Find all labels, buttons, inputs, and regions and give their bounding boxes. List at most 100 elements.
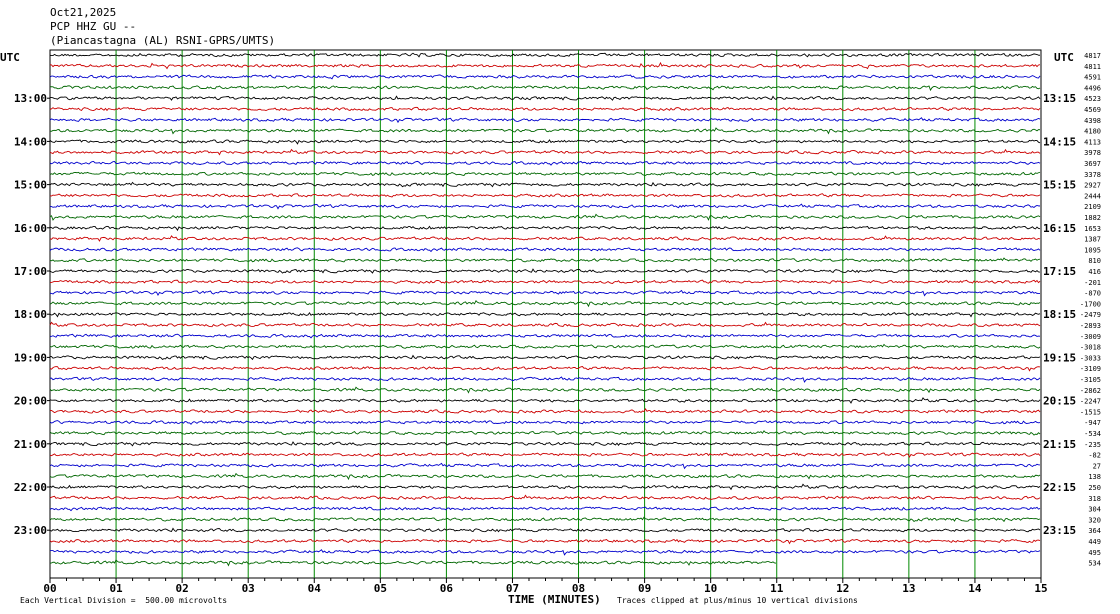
seismic-trace: [49, 235, 1041, 242]
trace-value-label: 4398: [1084, 117, 1101, 125]
trace-value-label: -3009: [1080, 333, 1101, 341]
utc-left-label: UTC: [0, 51, 20, 64]
seismic-trace: [49, 247, 1041, 253]
header-date: Oct21,2025: [50, 6, 117, 19]
trace-value-label: 4113: [1084, 138, 1101, 146]
hour-label-left: 13:00: [14, 92, 47, 105]
trace-value-label: -2893: [1080, 322, 1101, 330]
x-tick-label: 08: [572, 582, 585, 595]
trace-value-label: 3378: [1084, 171, 1101, 179]
x-tick-label: 13: [902, 582, 915, 595]
x-tick-label: 04: [308, 582, 322, 595]
seismic-trace: [49, 420, 1041, 425]
seismic-trace: [49, 117, 1041, 124]
trace-value-label: 4496: [1084, 84, 1101, 92]
trace-value-label: 1095: [1084, 246, 1101, 254]
trace-value-label: 495: [1088, 549, 1101, 557]
trace-value-label: 138: [1088, 473, 1101, 481]
seismic-trace: [49, 300, 1041, 308]
seismic-trace: [49, 441, 1041, 447]
hour-label-right: 17:15: [1043, 265, 1076, 278]
trace-value-label: 304: [1088, 506, 1101, 514]
trace-value-label: 416: [1088, 268, 1101, 276]
trace-value-label: -3109: [1080, 365, 1101, 373]
hour-label-left: 23:00: [14, 524, 47, 537]
seismic-trace: [49, 289, 1041, 297]
trace-value-label: 4591: [1084, 74, 1101, 82]
x-tick-label: 01: [109, 582, 123, 595]
trace-value-label: 1882: [1084, 214, 1101, 222]
x-tick-label: 07: [506, 582, 519, 595]
seismic-trace: [49, 181, 1041, 188]
trace-value-label: 4811: [1084, 63, 1101, 71]
x-axis-title: TIME (MINUTES): [508, 593, 601, 606]
trace-value-label: 2927: [1084, 182, 1101, 190]
trace-value-label: 3697: [1084, 160, 1101, 168]
seismic-trace: [49, 95, 1041, 101]
seismic-trace: [49, 386, 1041, 394]
hour-label-right: 13:15: [1043, 92, 1076, 105]
x-tick-label: 10: [704, 582, 717, 595]
trace-value-label: 1387: [1084, 236, 1101, 244]
trace-value-label: 364: [1088, 527, 1101, 535]
seismic-trace: [49, 516, 1041, 523]
seismic-trace: [49, 549, 1041, 556]
header-location: (Piancastagna (AL) RSNI-GPRS/UMTS): [50, 34, 276, 47]
seismic-trace: [49, 213, 1041, 221]
trace-value-label: 320: [1088, 516, 1101, 524]
seismic-trace: [49, 452, 1041, 458]
trace-value-label: 4569: [1084, 106, 1101, 114]
x-tick-label: 11: [770, 582, 784, 595]
trace-value-label: 4523: [1084, 95, 1101, 103]
seismic-trace: [49, 160, 1041, 166]
trace-value-label: 4180: [1084, 128, 1101, 136]
seismic-trace: [49, 61, 1041, 70]
seismic-trace: [49, 462, 1041, 470]
trace-value-label: 2444: [1084, 192, 1101, 200]
trace-value-label: -201: [1084, 279, 1101, 287]
seismic-trace: [49, 408, 1041, 414]
trace-value-label: -870: [1084, 290, 1101, 298]
seismic-trace: [50, 279, 1041, 284]
seismic-trace: [49, 268, 1041, 274]
trace-value-label: 250: [1088, 484, 1101, 492]
seismic-trace: [49, 311, 1041, 318]
hour-label-right: 23:15: [1043, 524, 1076, 537]
trace-value-label: 810: [1088, 257, 1101, 265]
hour-label-left: 20:00: [14, 395, 47, 408]
seismic-trace: [49, 193, 1041, 198]
hour-label-left: 22:00: [14, 481, 47, 494]
trace-value-label: -3105: [1080, 376, 1101, 384]
trace-value-label: 27: [1093, 462, 1101, 470]
trace-value-label: -2862: [1080, 387, 1101, 395]
clip-note: Traces clipped at plus/minus 10 vertical…: [617, 596, 858, 605]
trace-value-label: -1700: [1080, 300, 1101, 308]
seismic-trace: [49, 366, 1041, 372]
trace-value-label: -235: [1084, 441, 1101, 449]
x-tick-label: 09: [638, 582, 651, 595]
trace-value-label: -3018: [1080, 344, 1101, 352]
trace-value-label: -82: [1088, 452, 1101, 460]
seismic-trace: [49, 472, 1041, 481]
hour-label-left: 15:00: [14, 179, 47, 192]
seismic-trace: [49, 354, 1041, 361]
seismic-trace: [49, 559, 777, 567]
hour-label-right: 19:15: [1043, 351, 1076, 364]
trace-value-label: 534: [1088, 560, 1101, 568]
seismic-trace: [49, 225, 1041, 232]
trace-value-label: 3978: [1084, 149, 1101, 157]
trace-value-label: 318: [1088, 495, 1101, 503]
x-tick-label: 12: [836, 582, 849, 595]
seismic-trace: [49, 321, 1041, 328]
hour-label-right: 22:15: [1043, 481, 1076, 494]
seismic-trace: [49, 397, 1041, 404]
x-tick-label: 00: [43, 582, 56, 595]
hour-label-right: 15:15: [1043, 179, 1076, 192]
hour-label-left: 17:00: [14, 265, 47, 278]
seismic-trace: [49, 343, 1041, 349]
trace-value-label: 4817: [1084, 52, 1101, 60]
x-tick-label: 15: [1034, 582, 1047, 595]
trace-value-label: 2109: [1084, 203, 1101, 211]
seismic-trace: [49, 527, 1041, 533]
